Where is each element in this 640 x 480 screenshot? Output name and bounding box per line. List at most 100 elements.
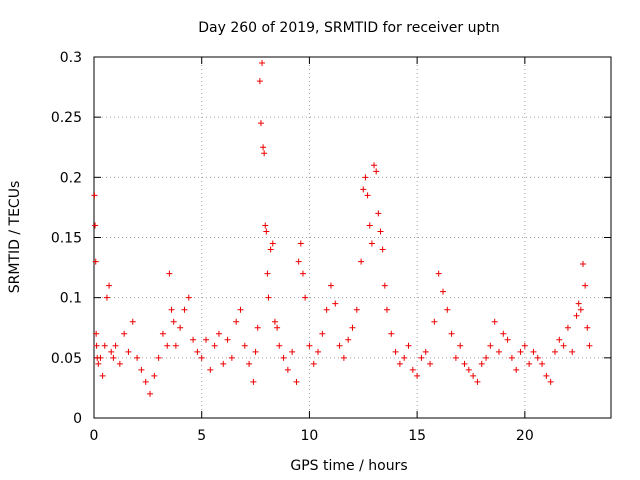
data-point <box>547 378 554 385</box>
data-point <box>164 342 171 349</box>
data-point <box>579 260 586 267</box>
data-point <box>228 354 235 361</box>
data-point <box>95 360 102 367</box>
data-point <box>388 330 395 337</box>
data-point <box>577 306 584 313</box>
x-tick-label: 20 <box>516 428 534 444</box>
data-point <box>170 318 177 325</box>
data-point <box>211 342 218 349</box>
data-point <box>190 336 197 343</box>
data-point <box>448 330 455 337</box>
data-point <box>207 366 214 373</box>
data-point <box>155 354 162 361</box>
x-axis-label: GPS time / hours <box>290 458 407 474</box>
data-point <box>582 282 589 289</box>
data-point <box>465 366 472 373</box>
data-point <box>349 324 356 331</box>
data-point <box>267 246 274 253</box>
data-point <box>295 258 302 265</box>
x-tick-label: 0 <box>90 428 99 444</box>
data-point <box>280 354 287 361</box>
y-tick-label: 0.25 <box>51 110 82 126</box>
data-point <box>478 360 485 367</box>
data-point <box>504 336 511 343</box>
data-point <box>91 192 98 199</box>
data-point <box>260 144 267 151</box>
data-point <box>392 348 399 355</box>
data-point <box>138 366 145 373</box>
data-point <box>125 348 132 355</box>
data-point <box>439 288 446 295</box>
data-point <box>237 306 244 313</box>
data-point <box>92 258 99 265</box>
data-point <box>129 318 136 325</box>
data-point <box>530 348 537 355</box>
data-point <box>513 366 520 373</box>
data-point <box>246 360 253 367</box>
y-tick-label: 0.15 <box>51 231 82 247</box>
data-point <box>364 192 371 199</box>
data-point <box>166 270 173 277</box>
data-point <box>299 270 306 277</box>
data-point <box>252 348 259 355</box>
data-point <box>340 354 347 361</box>
data-point <box>474 378 481 385</box>
y-tick-label: 0.2 <box>60 170 82 186</box>
data-point <box>302 294 309 301</box>
data-point <box>177 324 184 331</box>
data-point <box>470 372 477 379</box>
data-point <box>379 246 386 253</box>
y-tick-label: 0.05 <box>51 351 82 367</box>
data-point <box>257 120 264 127</box>
axis-ticks: 0 0.05 0.1 0.15 0.2 0.25 0.3 0 5 10 15 20 <box>51 50 611 444</box>
data-point <box>254 324 261 331</box>
y-tick-label: 0.3 <box>60 50 82 66</box>
data-point <box>543 372 550 379</box>
x-tick-label: 5 <box>197 428 206 444</box>
data-point <box>483 354 490 361</box>
data-point <box>491 318 498 325</box>
data-point <box>147 390 154 397</box>
data-point <box>414 372 421 379</box>
data-point <box>97 354 104 361</box>
data-point <box>405 342 412 349</box>
data-point <box>265 294 272 301</box>
data-point <box>310 360 317 367</box>
data-point <box>121 330 128 337</box>
data-point <box>452 354 459 361</box>
data-point <box>263 228 270 235</box>
data-point <box>373 168 380 175</box>
chart-title: Day 260 of 2019, SRMTID for receiver upt… <box>198 20 500 36</box>
data-point <box>375 210 382 217</box>
data-point <box>508 354 515 361</box>
data-point <box>101 342 108 349</box>
data-point <box>256 78 263 85</box>
data-point <box>250 378 257 385</box>
data-point <box>276 342 283 349</box>
data-point <box>539 360 546 367</box>
data-point <box>457 342 464 349</box>
data-point <box>362 174 369 181</box>
x-tick-label: 15 <box>408 428 426 444</box>
data-points <box>91 60 593 397</box>
data-point <box>517 348 524 355</box>
data-point <box>575 300 582 307</box>
data-point <box>377 228 384 235</box>
x-tick-label: 10 <box>301 428 319 444</box>
data-point <box>371 162 378 169</box>
data-point <box>194 348 201 355</box>
data-point <box>233 318 240 325</box>
data-point <box>315 348 322 355</box>
data-point <box>112 342 119 349</box>
data-point <box>116 360 123 367</box>
data-point <box>368 240 375 247</box>
data-point <box>500 330 507 337</box>
data-point <box>569 348 576 355</box>
data-point <box>360 186 367 193</box>
data-point <box>353 306 360 313</box>
data-point <box>461 360 468 367</box>
data-point <box>259 60 266 67</box>
data-point <box>93 342 100 349</box>
data-point <box>418 354 425 361</box>
data-point <box>521 342 528 349</box>
